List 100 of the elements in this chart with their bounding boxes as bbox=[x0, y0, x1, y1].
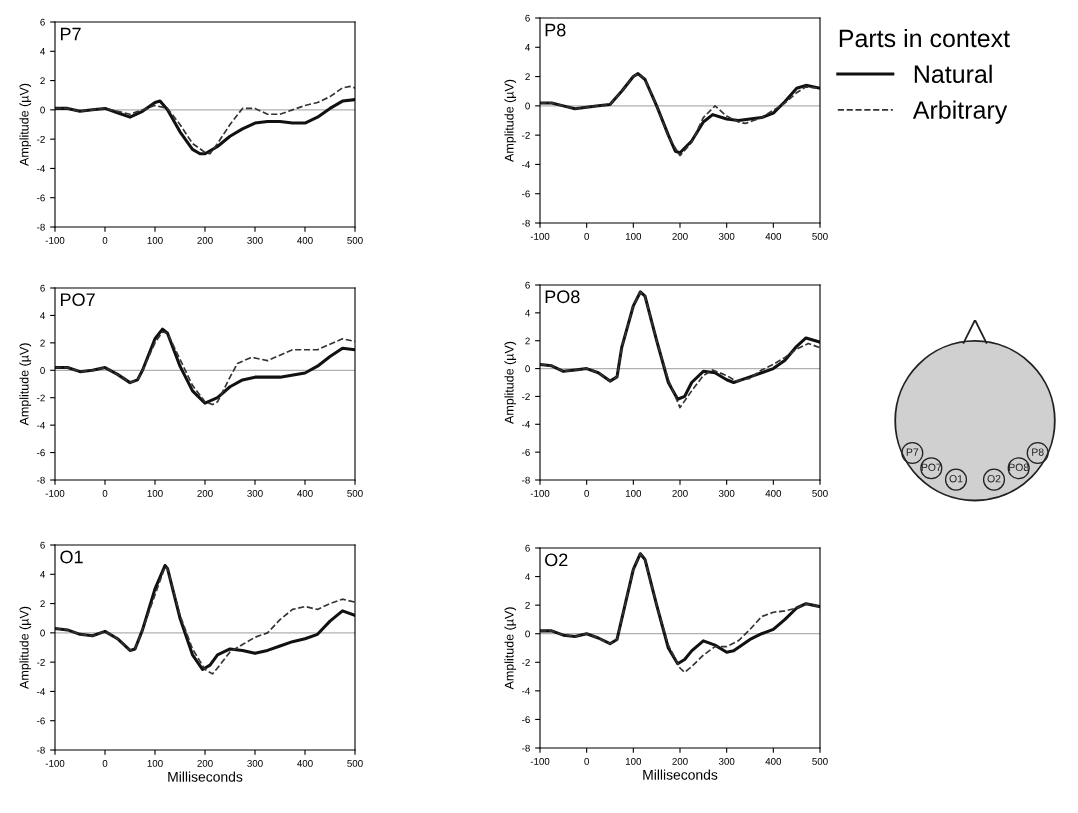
y-tick-label: -8 bbox=[37, 746, 45, 754]
text: PO8 bbox=[1009, 463, 1029, 471]
x-tick-label: 500 bbox=[812, 489, 828, 497]
y-tick-label: -4 bbox=[37, 165, 45, 172]
x-tick-label: 500 bbox=[812, 232, 828, 240]
y-tick-label: -4 bbox=[522, 687, 530, 695]
chart-title: P8 bbox=[545, 23, 566, 37]
x-tick-label: 0 bbox=[584, 757, 589, 765]
x-tick-label: -100 bbox=[530, 757, 550, 765]
x-tick-label: 200 bbox=[197, 759, 213, 767]
y-tick-label: 2 bbox=[40, 339, 45, 347]
y-axis-title: Amplitude (µV) bbox=[19, 606, 32, 689]
y-tick-label: 6 bbox=[40, 541, 45, 549]
y-tick-label: -4 bbox=[522, 421, 530, 428]
y-tick-label: -4 bbox=[37, 688, 45, 695]
y-tick-label: -6 bbox=[522, 716, 530, 724]
y-tick-label: -4 bbox=[522, 161, 530, 168]
y-tick-label: 6 bbox=[40, 284, 45, 292]
y-tick-label: 4 bbox=[525, 44, 530, 51]
x-tick-label: 400 bbox=[297, 236, 313, 244]
x-tick-label: 300 bbox=[718, 757, 735, 765]
y-tick-label: 4 bbox=[525, 573, 530, 581]
x-axis-title: Milliseconds bbox=[643, 769, 718, 780]
y-tick-label: 2 bbox=[525, 601, 530, 609]
x-tick-label: 100 bbox=[147, 759, 163, 767]
x-tick-label: -100 bbox=[45, 489, 65, 497]
text: PO7 bbox=[921, 463, 942, 471]
x-tick-label: 300 bbox=[718, 232, 735, 240]
y-tick-label: -6 bbox=[522, 190, 530, 198]
y-axis-title: Amplitude (µV) bbox=[504, 341, 517, 424]
x-tick-label: -100 bbox=[530, 489, 550, 497]
y-tick-label: -8 bbox=[37, 223, 45, 231]
x-tick-label: 400 bbox=[765, 489, 782, 497]
x-tick-label: 100 bbox=[147, 489, 163, 497]
y-tick-label: -2 bbox=[522, 659, 530, 666]
y-axis-title: Amplitude (µV) bbox=[19, 343, 32, 426]
x-tick-label: 100 bbox=[147, 236, 163, 244]
x-axis-title: Milliseconds bbox=[168, 771, 243, 782]
y-tick-label: -6 bbox=[37, 449, 45, 457]
y-tick-label: -4 bbox=[37, 421, 45, 429]
y-tick-label: 4 bbox=[40, 312, 45, 319]
x-tick-label: 200 bbox=[672, 757, 688, 765]
x-tick-label: 100 bbox=[625, 489, 642, 497]
y-tick-label: -8 bbox=[522, 744, 530, 752]
x-tick-label: 300 bbox=[247, 759, 263, 767]
x-tick-label: 100 bbox=[625, 757, 642, 765]
x-tick-label: 300 bbox=[247, 236, 263, 244]
y-tick-label: -2 bbox=[522, 131, 530, 139]
chart-title: PO7 bbox=[60, 293, 95, 307]
x-tick-label: 500 bbox=[812, 757, 828, 765]
chart-title: O1 bbox=[60, 550, 83, 564]
text: P8 bbox=[1032, 448, 1044, 456]
y-tick-label: -2 bbox=[37, 394, 45, 402]
y-tick-label: -6 bbox=[522, 448, 530, 456]
y-tick-label: -6 bbox=[37, 717, 45, 725]
x-tick-label: 500 bbox=[347, 759, 363, 767]
x-tick-label: -100 bbox=[45, 236, 65, 244]
x-tick-label: 200 bbox=[197, 236, 213, 244]
x-tick-label: 300 bbox=[247, 489, 263, 497]
legend-label: Arbitrary bbox=[912, 100, 1008, 124]
y-tick-label: -6 bbox=[37, 194, 45, 202]
x-tick-label: 400 bbox=[297, 759, 313, 767]
x-tick-label: 0 bbox=[584, 232, 589, 240]
y-axis-title: Amplitude (µV) bbox=[504, 607, 517, 690]
x-tick-label: 200 bbox=[672, 489, 688, 497]
y-tick-label: 2 bbox=[40, 77, 45, 85]
y-tick-label: -8 bbox=[522, 219, 530, 227]
chart-title: PO8 bbox=[545, 290, 580, 304]
y-tick-label: 4 bbox=[40, 571, 45, 578]
x-tick-label: 400 bbox=[765, 757, 782, 765]
y-tick-label: 4 bbox=[40, 48, 45, 55]
y-tick-label: 0 bbox=[525, 365, 530, 373]
y-tick-label: 2 bbox=[525, 337, 530, 345]
y-tick-label: 0 bbox=[40, 629, 45, 637]
text: P7 bbox=[906, 448, 919, 456]
y-tick-label: 0 bbox=[525, 630, 530, 638]
y-tick-label: 0 bbox=[40, 106, 45, 114]
x-tick-label: -100 bbox=[45, 759, 65, 767]
y-tick-label: 6 bbox=[525, 544, 530, 552]
x-tick-label: 200 bbox=[197, 489, 213, 497]
y-tick-label: 2 bbox=[40, 600, 45, 608]
x-tick-label: 400 bbox=[765, 232, 782, 240]
x-tick-label: 300 bbox=[718, 489, 735, 497]
y-tick-label: 0 bbox=[525, 102, 530, 110]
y-tick-label: 6 bbox=[525, 14, 530, 22]
y-tick-label: 0 bbox=[40, 367, 45, 374]
legend-title: Parts in context bbox=[839, 28, 1010, 48]
chart-title: O2 bbox=[545, 553, 568, 567]
y-tick-label: -8 bbox=[37, 476, 45, 484]
y-tick-label: -2 bbox=[37, 135, 45, 143]
y-tick-label: 6 bbox=[40, 18, 45, 26]
x-tick-label: 200 bbox=[672, 232, 688, 240]
x-tick-label: 500 bbox=[347, 236, 363, 244]
y-tick-label: 4 bbox=[525, 309, 530, 317]
y-tick-label: 2 bbox=[525, 73, 530, 81]
line-series bbox=[55, 85, 355, 155]
y-tick-label: -2 bbox=[37, 658, 45, 666]
y-axis-title: Amplitude (µV) bbox=[504, 79, 517, 162]
x-tick-label: 0 bbox=[102, 236, 108, 244]
x-tick-label: 0 bbox=[102, 759, 108, 767]
